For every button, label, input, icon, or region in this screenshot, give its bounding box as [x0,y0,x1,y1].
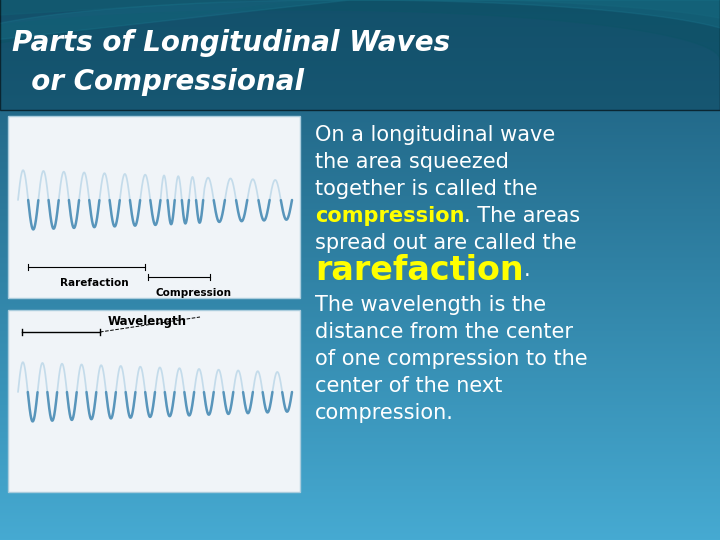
Text: distance from the center: distance from the center [315,322,573,342]
Polygon shape [0,0,720,45]
Text: of one compression to the: of one compression to the [315,349,588,369]
Text: Compression: Compression [155,288,231,298]
Text: Rarefaction: Rarefaction [60,278,129,288]
Text: compression.: compression. [315,403,454,423]
FancyBboxPatch shape [0,0,720,110]
Text: On a longitudinal wave: On a longitudinal wave [315,125,562,145]
Text: or Compressional: or Compressional [12,68,304,96]
Polygon shape [0,0,720,60]
FancyBboxPatch shape [8,116,300,298]
Text: Parts of Longitudinal Waves: Parts of Longitudinal Waves [12,29,450,57]
Text: center of the next: center of the next [315,376,503,396]
Text: the area squeezed: the area squeezed [315,152,516,172]
Text: . The areas: . The areas [464,206,580,226]
Text: compression: compression [315,206,464,226]
Text: Wavelength: Wavelength [108,314,187,327]
FancyBboxPatch shape [8,310,300,492]
Text: spread out are called the: spread out are called the [315,233,577,253]
Text: .: . [523,260,530,280]
Text: The wavelength is the: The wavelength is the [315,295,546,315]
Text: rarefaction: rarefaction [315,253,523,287]
Text: together is called the: together is called the [315,179,544,199]
Polygon shape [0,0,720,30]
